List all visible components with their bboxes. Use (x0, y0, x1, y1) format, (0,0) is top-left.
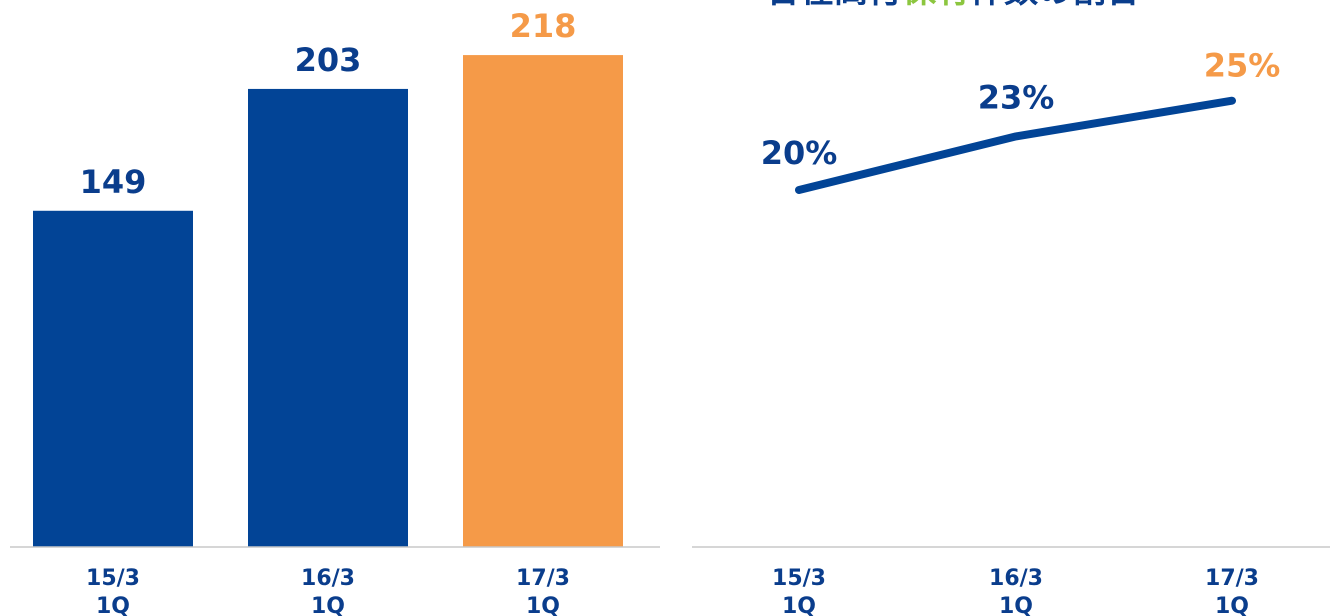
line-x-tick-label-2: 17/3 1Q (1205, 566, 1259, 616)
bar-chart: 149 203 218 15/3 1Q 16/3 1Q 17/3 1Q (10, 7, 660, 616)
bar-x-tick-line-1-1: 1Q (311, 594, 345, 616)
bar-0 (33, 210, 193, 547)
bar-x-tick-line-0-1: 1Q (96, 594, 130, 616)
title-part-2: 件数の割合 (970, 0, 1140, 11)
line-value-label-1: 23% (978, 78, 1055, 116)
bar-x-tick-line-0-0: 15/3 (86, 566, 140, 591)
line-x-tick-line-2-1: 1Q (1215, 594, 1249, 616)
line-x-tick-line-1-1: 1Q (999, 594, 1033, 616)
line-x-tick-label-0: 15/3 1Q (772, 566, 826, 616)
title-part-1: 保有 (902, 0, 970, 11)
bar-value-label-1: 203 (295, 41, 362, 79)
bar-value-label-2: 218 (510, 7, 577, 45)
line-value-label-0: 20% (761, 134, 838, 172)
bar-x-tick-line-2-0: 17/3 (516, 566, 570, 591)
line-chart-title: 合在高付保有件数の割合 (766, 0, 1140, 11)
bar-x-tick-label-2: 17/3 1Q (516, 566, 570, 616)
line-x-tick-line-0-1: 1Q (782, 594, 816, 616)
bar-1 (248, 88, 408, 547)
line-x-tick-label-1: 16/3 1Q (989, 566, 1043, 616)
bar-x-tick-label-1: 16/3 1Q (301, 566, 355, 616)
bar-x-tick-line-2-1: 1Q (526, 594, 560, 616)
line-x-tick-line-0-0: 15/3 (772, 566, 826, 591)
line-chart: 20% 23% 25% 15/3 1Q 16/3 1Q 17/3 1Q (692, 47, 1330, 616)
line-value-label-2: 25% (1204, 47, 1281, 85)
line-x-tick-line-2-0: 17/3 (1205, 566, 1259, 591)
title-part-0: 合在高付 (766, 0, 902, 11)
bar-x-tick-label-0: 15/3 1Q (86, 566, 140, 616)
bar-2 (463, 55, 623, 548)
bar-x-tick-line-1-0: 16/3 (301, 566, 355, 591)
bar-value-label-0: 149 (80, 163, 147, 201)
line-x-tick-line-1-0: 16/3 (989, 566, 1043, 591)
